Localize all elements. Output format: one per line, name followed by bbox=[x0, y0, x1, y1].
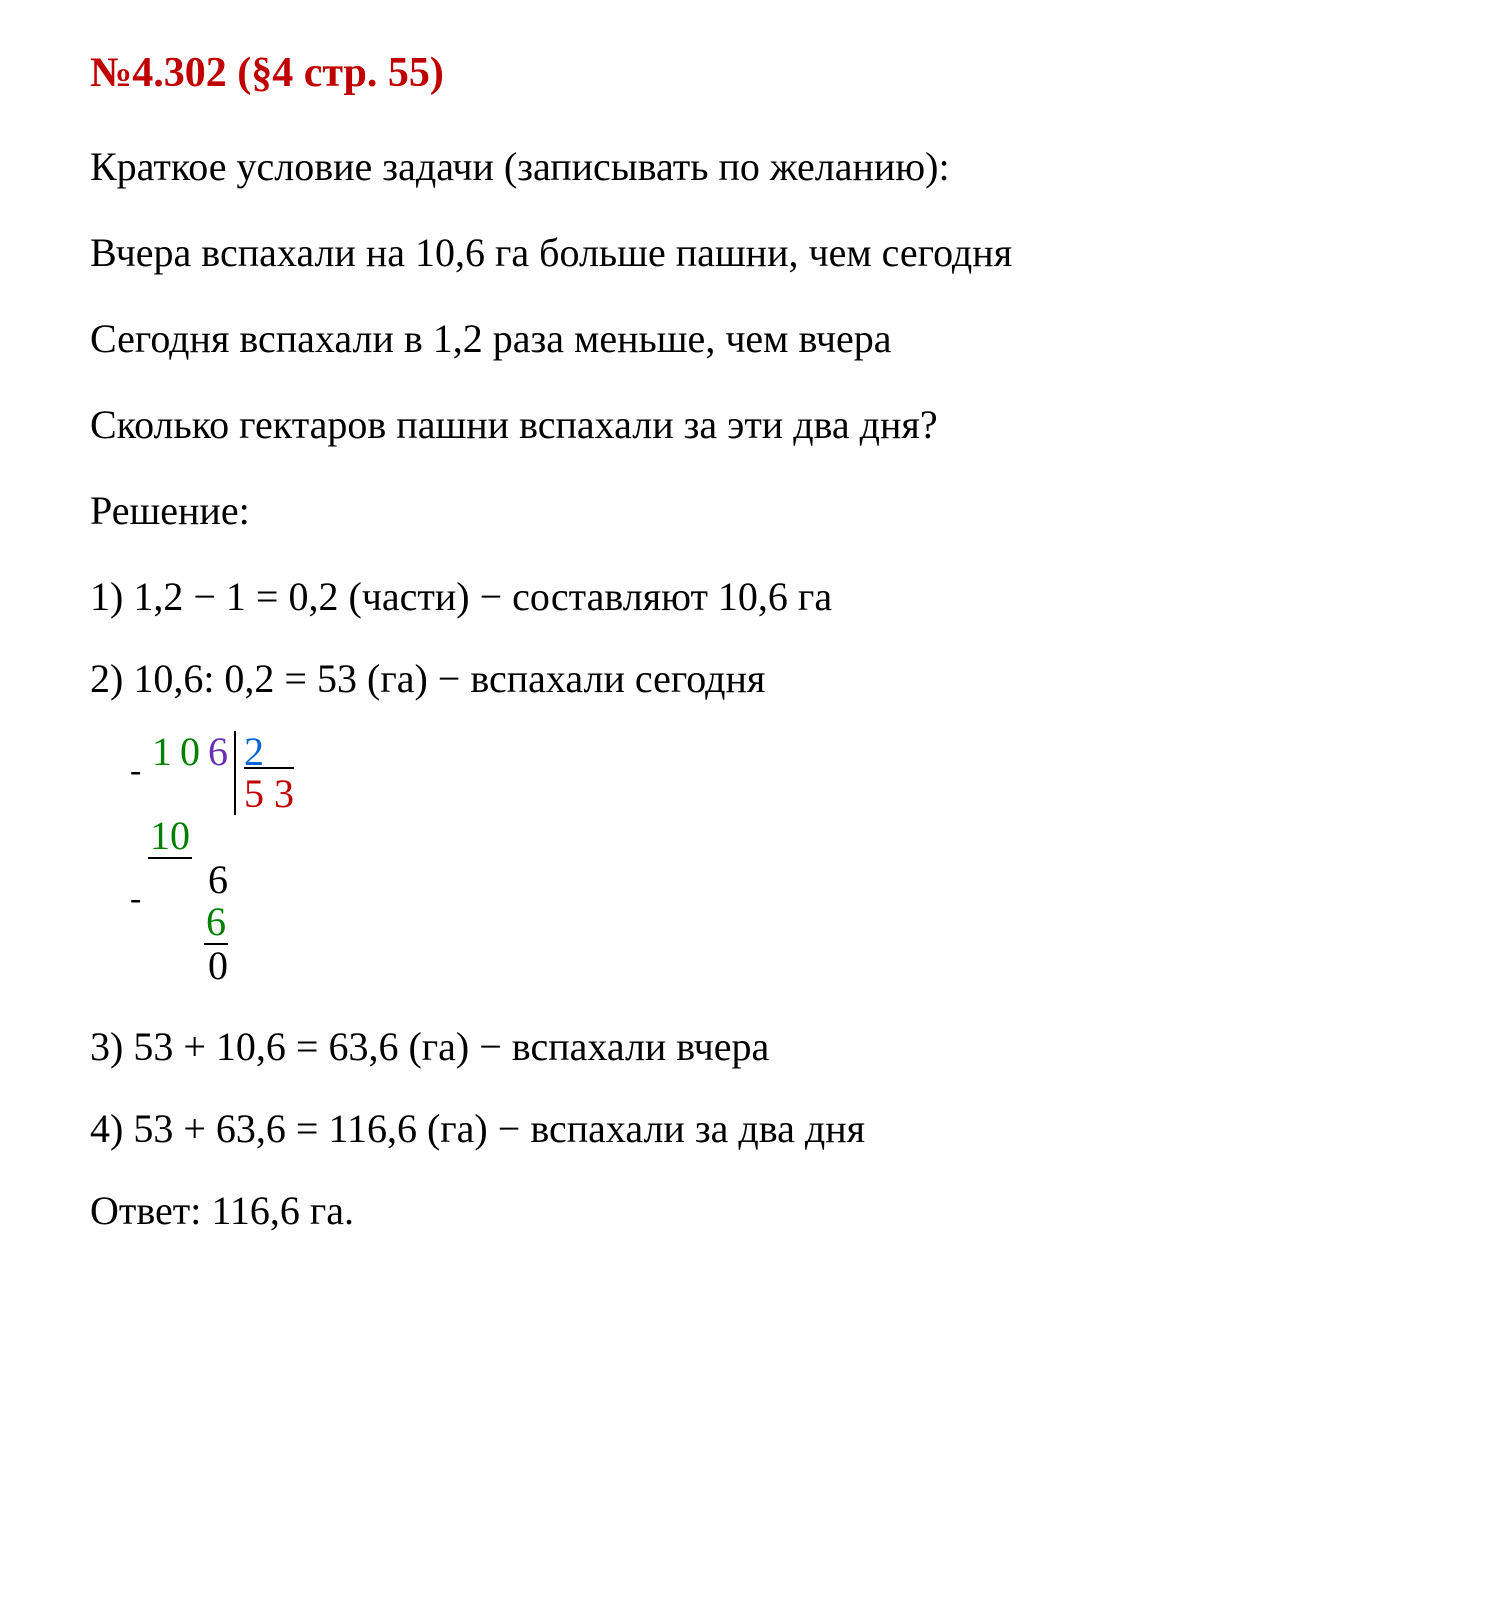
dividend-digit: 1 bbox=[148, 731, 176, 773]
step-2: 2) 10,6: 0,2 = 53 (га) − вспахали сегодн… bbox=[90, 647, 1447, 711]
problem-title: №4.302 (§4 стр. 55) bbox=[90, 40, 1447, 107]
longdiv-digit: 0 bbox=[204, 945, 232, 987]
longdiv-digit: 6 bbox=[206, 899, 226, 944]
longdiv-row: 6 bbox=[130, 901, 1447, 945]
longdiv-digit: 0 bbox=[170, 813, 190, 858]
quotient: 5 3 bbox=[244, 767, 294, 816]
long-division: - 1 0 6 2 5 3 10 - 6 bbox=[130, 731, 1447, 987]
condition-2: Сегодня вспахали в 1,2 раза меньше, чем … bbox=[90, 307, 1447, 371]
longdiv-row: 0 bbox=[130, 945, 1447, 987]
page: №4.302 (§4 стр. 55) Краткое условие зада… bbox=[0, 0, 1507, 1325]
step-4: 4) 53 + 63,6 = 116,6 (га) − вспахали за … bbox=[90, 1097, 1447, 1161]
longdiv-row: - 6 bbox=[130, 859, 1447, 901]
minus-sign: - bbox=[130, 753, 148, 789]
answer-text: Ответ: 116,6 га. bbox=[90, 1179, 1447, 1243]
longdiv-sub: 10 bbox=[148, 815, 192, 859]
longdiv-digit: 1 bbox=[150, 813, 170, 858]
longdiv-top-row: - 1 0 6 2 5 3 bbox=[130, 731, 1447, 815]
condition-1: Вчера вспахали на 10,6 га больше пашни, … bbox=[90, 221, 1447, 285]
longdiv-row: 10 bbox=[130, 815, 1447, 859]
longdiv-sub: 6 bbox=[204, 901, 228, 945]
solution-label: Решение: bbox=[90, 479, 1447, 543]
longdiv-digit: 6 bbox=[204, 859, 232, 901]
dividend-digit: 6 bbox=[204, 731, 232, 773]
dividend-digit: 0 bbox=[176, 731, 204, 773]
intro-text: Краткое условие задачи (записывать по же… bbox=[90, 135, 1447, 199]
step-3: 3) 53 + 10,6 = 63,6 (га) − вспахали вчер… bbox=[90, 1015, 1447, 1079]
minus-sign: - bbox=[130, 881, 148, 917]
step-1: 1) 1,2 − 1 = 0,2 (части) − составляют 10… bbox=[90, 565, 1447, 629]
question-text: Сколько гектаров пашни вспахали за эти д… bbox=[90, 393, 1447, 457]
divisor-column: 2 5 3 bbox=[234, 731, 294, 815]
